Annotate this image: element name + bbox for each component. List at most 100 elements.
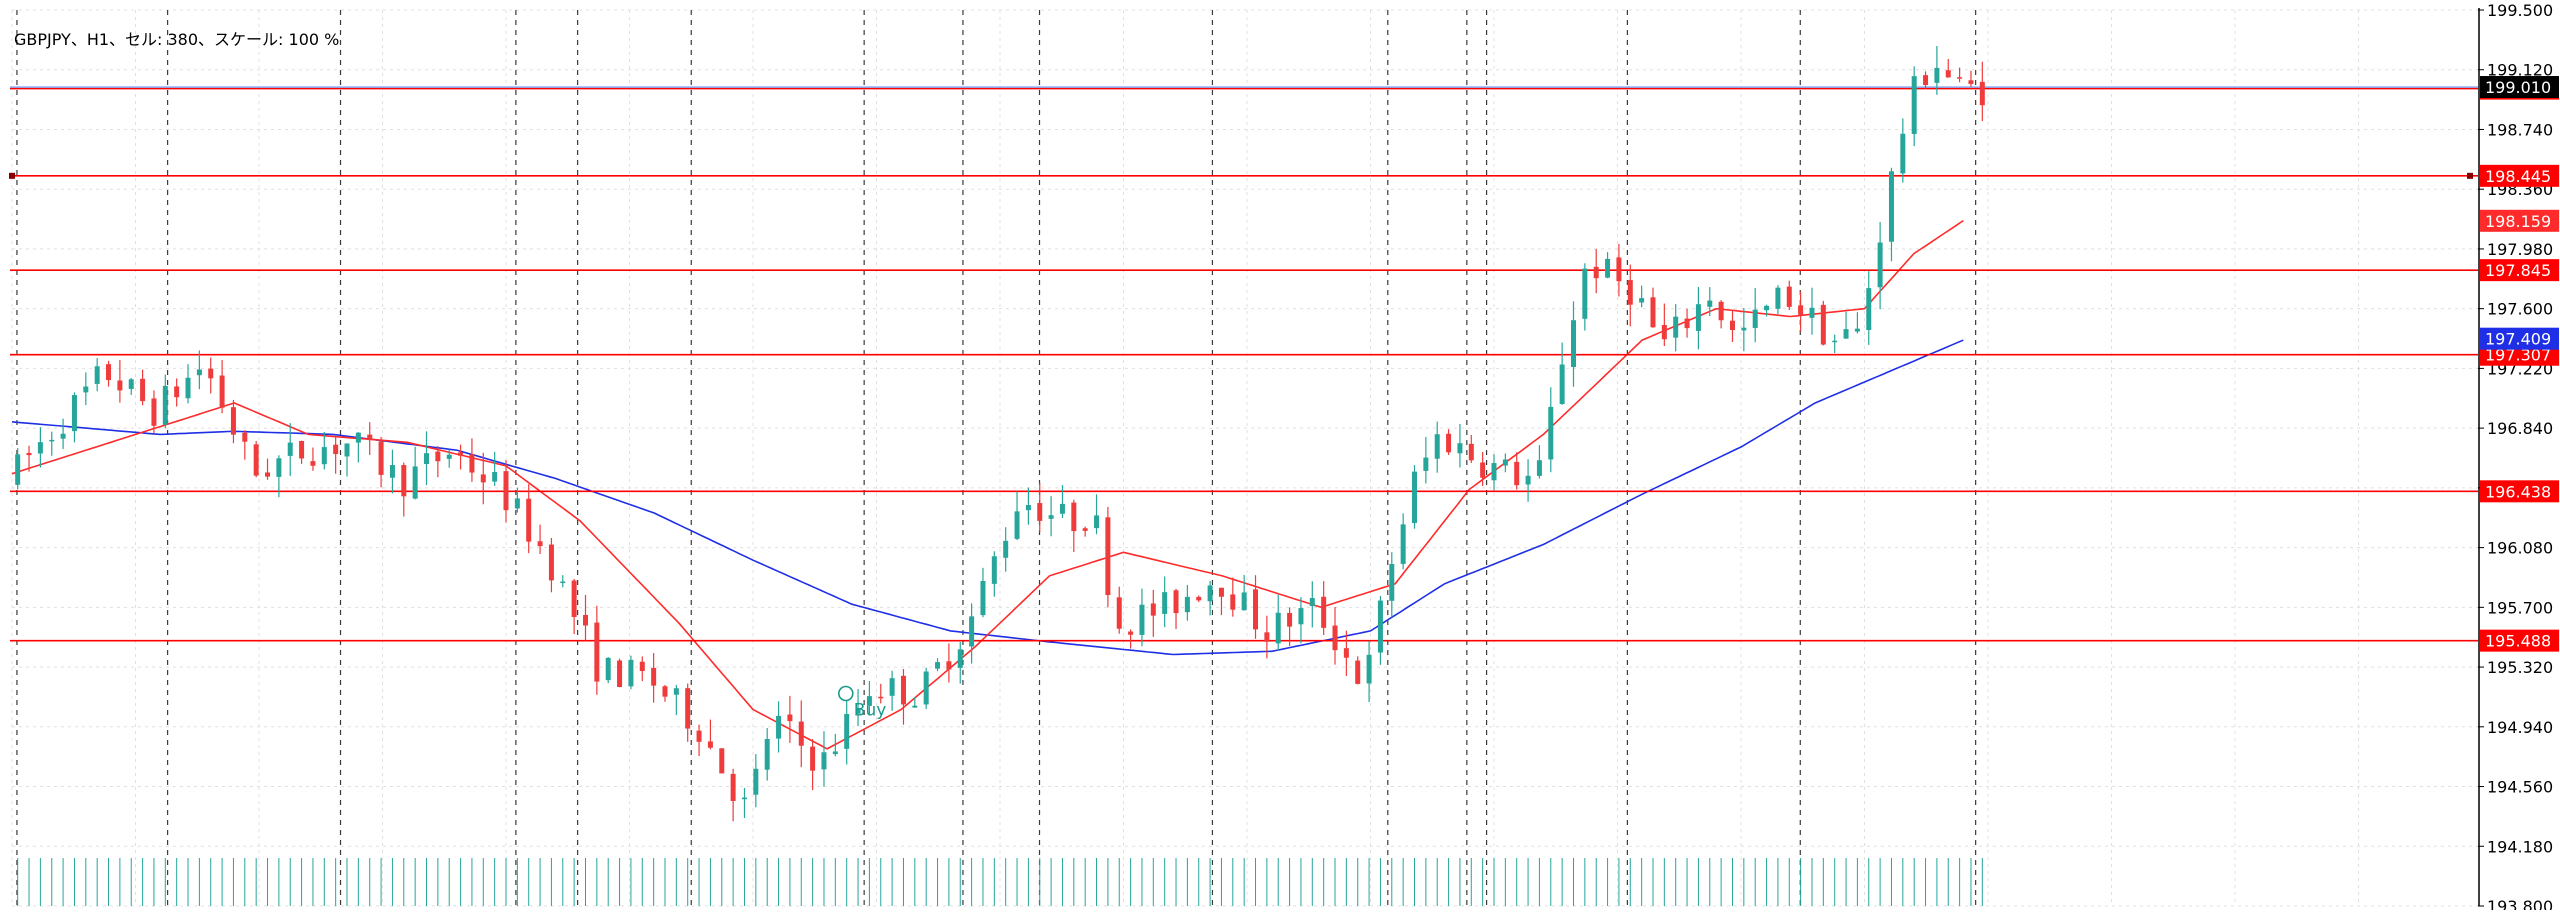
ma-fast-price-tag: 198.159 [2485,212,2551,231]
candle-body [378,441,384,475]
candle-body [1764,305,1770,311]
candle-body [821,752,827,770]
candle-body [1605,258,1611,278]
price-tick-label: 193.800 [2487,897,2553,910]
candle-body [787,714,793,722]
candle-body [889,678,895,696]
candle-body [1162,592,1168,614]
candle-body [344,443,350,457]
price-tick-label: 198.740 [2487,120,2553,139]
candle-body [1661,325,1667,340]
candle-body [424,453,430,465]
candle-body [480,474,486,483]
candle-body [1491,463,1497,481]
candle-body [1877,242,1883,288]
candle-body [446,454,452,459]
buy-arrow-marker[interactable] [837,685,854,702]
candle-body [253,444,259,476]
price-tick-label: 195.700 [2487,598,2553,617]
candle-body [321,447,327,465]
candle-body [832,751,838,755]
candle-body [1014,511,1020,539]
candle-body [1798,305,1804,315]
candle-body [764,739,770,770]
candle-body [287,442,293,456]
candle-body [1287,612,1293,627]
candle-body [162,385,168,425]
candle-body [560,581,566,584]
candle-body [1707,300,1713,307]
candle-body [196,369,202,376]
level-price-tag: 197.845 [2485,261,2551,280]
candle-body [1366,654,1372,684]
level-price-tag: 198.445 [2485,167,2551,186]
candle-body [696,730,702,742]
candle-body [980,581,986,616]
level-price-tag-bg [2480,480,2559,503]
level-price-tag: 195.488 [2485,632,2551,651]
candle-body [83,386,89,393]
candle-body [140,378,146,402]
candle-body [1559,364,1565,404]
candle-body [923,671,929,705]
candle-body [230,407,236,435]
candle-body [1298,608,1304,625]
candle-body [1173,590,1179,614]
candle-body [1639,298,1645,303]
candle-body [106,364,112,381]
candle-body [991,556,997,584]
candle-body [1446,433,1452,453]
candle-body [1321,596,1327,628]
candle-body [1968,80,1974,84]
candle-body [1616,257,1622,282]
candle-body [1116,597,1122,629]
candle-body [594,622,600,682]
candle-body [855,708,861,714]
line-handle-left[interactable] [9,172,15,179]
line-handle-right[interactable] [2467,172,2473,179]
candle-body [1025,504,1031,511]
candle-body [333,444,339,455]
candle-body [37,442,43,454]
candle-body [1775,287,1781,309]
candle-body [753,768,759,795]
candle-body [1082,528,1088,531]
candle-body [719,748,725,774]
price-tick-label: 197.980 [2487,240,2553,259]
candle-body [741,797,747,800]
candle-body [1196,596,1202,601]
candle-body [1309,597,1315,607]
candle-body [946,661,952,670]
candle-body [1525,475,1531,485]
price-tick-label: 196.840 [2487,419,2553,438]
candle-body [571,580,577,618]
candle-body [389,465,395,478]
candle-body [355,432,361,443]
candle-body [1582,268,1588,319]
candle-body [900,675,906,705]
level-price-tag: 196.438 [2485,482,2551,501]
candle-body [1343,648,1349,658]
candle-body [1729,320,1735,331]
candle-body [1377,600,1383,653]
candle-body [242,432,248,442]
price-tick-label: 195.320 [2487,658,2553,677]
candle-body [401,465,407,497]
candle-body [1593,266,1599,279]
candle-body [1514,461,1520,486]
candle-body [707,741,713,748]
price-tick-label: 194.940 [2487,718,2553,737]
candle-body [412,466,418,499]
candle-body [651,667,657,686]
candle-body [1957,77,1963,79]
candle-body [1389,564,1395,601]
candle-body [639,661,645,672]
candle-body [1105,517,1111,596]
candle-body [1480,462,1486,478]
candle-body [878,696,884,699]
candle-body [1843,329,1849,339]
candle-body [605,657,611,681]
candle-body [673,688,679,695]
